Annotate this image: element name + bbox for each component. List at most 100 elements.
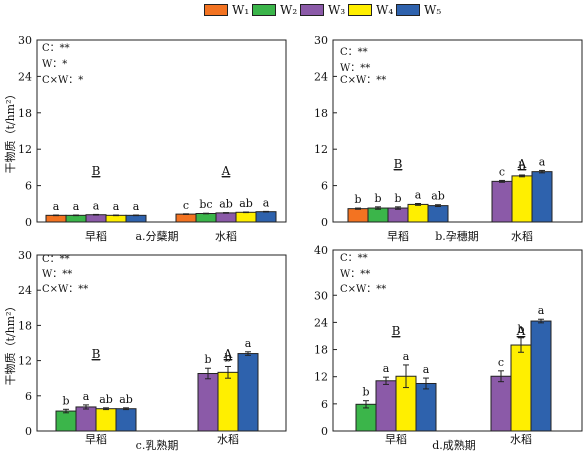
significance-label: C×W：* — [42, 75, 83, 86]
bar — [95, 408, 117, 432]
bar — [215, 212, 237, 223]
legend-item: W₂ — [252, 2, 297, 18]
y-tick-label: 18 — [18, 107, 32, 120]
y-tick-label: 6 — [25, 390, 32, 403]
bar-significance-letter: a — [93, 199, 100, 212]
chart-panel: 061218243040C：**W：**C×W：**d.成熟期早稻Bbaaa水稻… — [314, 244, 583, 452]
group-label: 早稻 — [387, 230, 409, 243]
y-tick-label: 6 — [321, 180, 328, 193]
bar-significance-letter: b — [517, 323, 524, 336]
bar-significance-letter: b — [204, 353, 211, 366]
y-tick-label: 0 — [25, 425, 32, 438]
bar — [45, 214, 67, 223]
y-tick-label: 30 — [314, 289, 328, 302]
bar-significance-letter: b — [62, 394, 69, 407]
plot-frame — [36, 254, 287, 432]
bar — [375, 380, 397, 432]
panel-title: b.孕穗期 — [435, 230, 479, 243]
bar — [415, 382, 437, 432]
bar-significance-letter: b — [354, 193, 361, 206]
significance-label: C：** — [340, 253, 368, 264]
bar — [75, 406, 97, 432]
legend-label: W₄ — [376, 3, 394, 17]
bar-significance-letter: a — [538, 304, 545, 317]
legend-swatch — [252, 4, 276, 16]
bar — [407, 203, 429, 223]
bar — [237, 353, 259, 432]
bar-significance-letter: ab — [431, 190, 445, 203]
bar — [427, 205, 449, 223]
plot-frame — [36, 39, 287, 223]
significance-label: W：** — [340, 269, 370, 280]
bar — [55, 410, 77, 432]
y-tick-label: 30 — [18, 249, 32, 262]
bar-significance-letter: b — [394, 192, 401, 205]
legend-swatch — [300, 4, 324, 16]
y-axis-label: 干物质（t/hm²） — [3, 88, 17, 173]
group-significance-letter: A — [516, 324, 526, 338]
group-significance-letter: B — [394, 157, 403, 171]
bar-significance-letter: c — [499, 165, 505, 178]
group-significance-letter: A — [517, 157, 527, 171]
bar-significance-letter: a — [245, 337, 252, 350]
significance-label: C：** — [340, 47, 368, 58]
y-tick-label: 12 — [18, 143, 32, 156]
y-axis-label: 干物质（t/hm²） — [3, 300, 17, 385]
y-tick-label: 12 — [18, 355, 32, 368]
bar-significance-letter: a — [53, 200, 60, 213]
legend-swatch — [348, 4, 372, 16]
y-tick-label: 12 — [314, 371, 328, 384]
bar — [510, 344, 532, 432]
legend-item: W₃ — [300, 2, 345, 18]
bar-significance-letter: c — [183, 199, 189, 212]
bar-significance-letter: b — [362, 386, 369, 399]
legend-label: W₂ — [280, 3, 298, 17]
panel-title: c.乳熟期 — [136, 438, 179, 452]
bar-significance-letter: ab — [119, 393, 133, 406]
legend-item: W₄ — [348, 2, 393, 18]
group-significance-letter: B — [92, 347, 101, 361]
bar-significance-letter: ab — [239, 197, 253, 210]
bar — [195, 213, 217, 223]
bar — [531, 171, 553, 223]
group-significance-letter: A — [221, 164, 231, 178]
bar-significance-letter: a — [263, 196, 270, 209]
bar-significance-letter: bc — [199, 198, 212, 211]
panel-title: a.分蘖期 — [135, 229, 178, 243]
group-label: 水稻 — [215, 230, 237, 243]
bar-significance-letter: a — [113, 200, 120, 213]
bar-significance-letter: a — [403, 350, 410, 363]
group-label: 早稻 — [85, 433, 107, 446]
significance-label: C×W：** — [42, 284, 88, 295]
bar — [235, 211, 257, 223]
bar — [367, 207, 389, 223]
legend-label: W₁ — [232, 3, 250, 17]
bar — [85, 214, 107, 223]
chart-panel: 0 6 12 18 24 30 干物质（t/hm²） C：** W：** C×W：** c.乳熟期 早… — [3, 249, 287, 452]
bar — [105, 214, 127, 223]
group-significance-letter: B — [92, 164, 101, 178]
bar — [197, 373, 219, 432]
plot-frame — [332, 249, 583, 432]
bar-significance-letter: a — [423, 363, 430, 376]
bar — [347, 208, 369, 223]
bar — [217, 371, 239, 432]
y-tick-label: 24 — [18, 70, 32, 83]
y-tick-label: 6 — [321, 398, 328, 411]
y-tick-label: 30 — [314, 34, 328, 47]
bar — [175, 213, 197, 223]
y-tick-label: 40 — [314, 244, 328, 257]
y-tick-label: 0 — [321, 216, 328, 229]
bar — [115, 408, 137, 432]
legend-label: W₅ — [424, 3, 442, 17]
group-significance-letter: B — [392, 324, 401, 338]
y-tick-label: 18 — [18, 319, 32, 332]
significance-label: C×W：** — [340, 75, 386, 86]
y-tick-label: 24 — [314, 70, 328, 83]
significance-label: W：** — [42, 269, 72, 280]
bar-significance-letter: c — [498, 356, 504, 369]
bar — [255, 211, 277, 223]
group-label: 水稻 — [510, 433, 532, 446]
